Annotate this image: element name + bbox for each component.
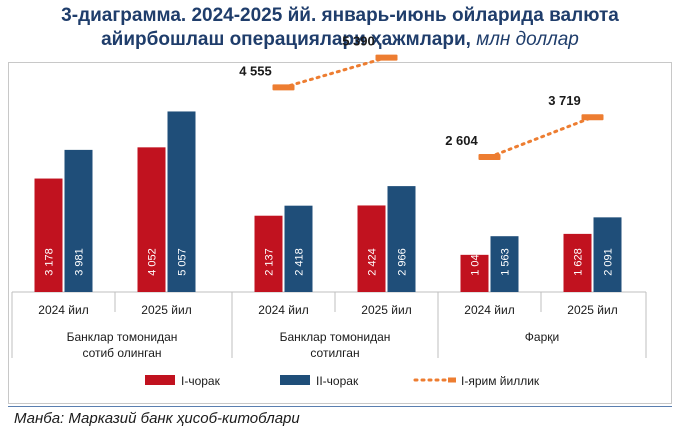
half-marker-3 xyxy=(375,54,398,61)
bar-q2-label-4: 1 563 xyxy=(500,248,512,276)
source-divider xyxy=(8,406,672,407)
bar-q2-3 xyxy=(387,186,416,292)
bar-q1-label-4: 1 041 xyxy=(470,248,482,276)
bar-q2-5 xyxy=(593,217,622,292)
legend-swatch-end-2 xyxy=(448,377,456,383)
bar-q1-label-1: 4 052 xyxy=(147,248,159,276)
half-label-2: 4 555 xyxy=(239,63,272,78)
bar-q2-label-1: 5 057 xyxy=(177,248,189,276)
bar-q1-4 xyxy=(460,254,489,292)
bar-q2-1 xyxy=(167,111,196,292)
category-label-4: 2024 йил xyxy=(464,303,514,317)
bar-q1-1 xyxy=(137,147,166,292)
bar-q2-4 xyxy=(490,236,519,292)
legend-swatch-1 xyxy=(280,375,310,385)
category-label-0: 2024 йил xyxy=(38,303,88,317)
group-label-0-0: Банклар томонидан xyxy=(67,330,178,344)
half-label-3: 5 390 xyxy=(342,34,375,49)
bar-q2-label-0: 3 981 xyxy=(74,248,86,276)
half-marker-2 xyxy=(272,84,295,91)
category-label-1: 2025 йил xyxy=(141,303,191,317)
legend-label-1: II-чорак xyxy=(316,374,359,388)
half-marker-4 xyxy=(478,154,501,161)
bar-q1-label-5: 1 628 xyxy=(573,248,585,276)
group-label-0-1: сотиб олинган xyxy=(82,346,161,360)
half-line-segment-1 xyxy=(282,56,388,89)
chart-title-line2: айирбошлаш операциялари ҳажмлари, xyxy=(101,29,471,50)
chart-title-unit: млн доллар xyxy=(476,29,579,50)
chart-title: 3-диаграмма. 2024-2025 йй. январь-июнь о… xyxy=(0,4,680,52)
group-label-2-0: Фарқи xyxy=(525,330,559,344)
bar-q1-0 xyxy=(34,178,63,292)
half-line-segment-2 xyxy=(488,115,594,159)
bar-q2-2 xyxy=(284,205,313,292)
source-note: Манба: Марказий банк ҳисоб-китоблари xyxy=(14,410,300,427)
bar-q1-label-3: 2 424 xyxy=(367,248,379,276)
bar-q1-5 xyxy=(563,233,592,292)
chart-frame xyxy=(8,62,672,404)
half-label-4: 2 604 xyxy=(445,133,478,148)
legend-swatch-0 xyxy=(145,375,175,385)
bar-q1-label-2: 2 137 xyxy=(264,248,276,276)
category-label-2: 2024 йил xyxy=(258,303,308,317)
legend-label-0: I-чорак xyxy=(181,374,221,388)
bar-q1-label-0: 3 178 xyxy=(44,248,56,276)
bar-q2-label-2: 2 418 xyxy=(294,248,306,276)
bar-q1-2 xyxy=(254,215,283,292)
half-marker-5 xyxy=(581,114,604,121)
group-label-1-0: Банклар томонидан xyxy=(280,330,391,344)
group-label-1-1: сотилган xyxy=(310,346,359,360)
chart-title-line1: 3-диаграмма. 2024-2025 йй. январь-июнь о… xyxy=(61,5,619,26)
bar-q2-label-5: 2 091 xyxy=(603,248,615,276)
bar-q2-0 xyxy=(64,149,93,292)
category-label-3: 2025 йил xyxy=(361,303,411,317)
half-label-5: 3 719 xyxy=(548,93,581,108)
bar-q2-label-3: 2 966 xyxy=(397,248,409,276)
legend-label-2: I-ярим йиллик xyxy=(461,374,540,388)
bar-q1-3 xyxy=(357,205,386,292)
category-label-5: 2025 йил xyxy=(567,303,617,317)
